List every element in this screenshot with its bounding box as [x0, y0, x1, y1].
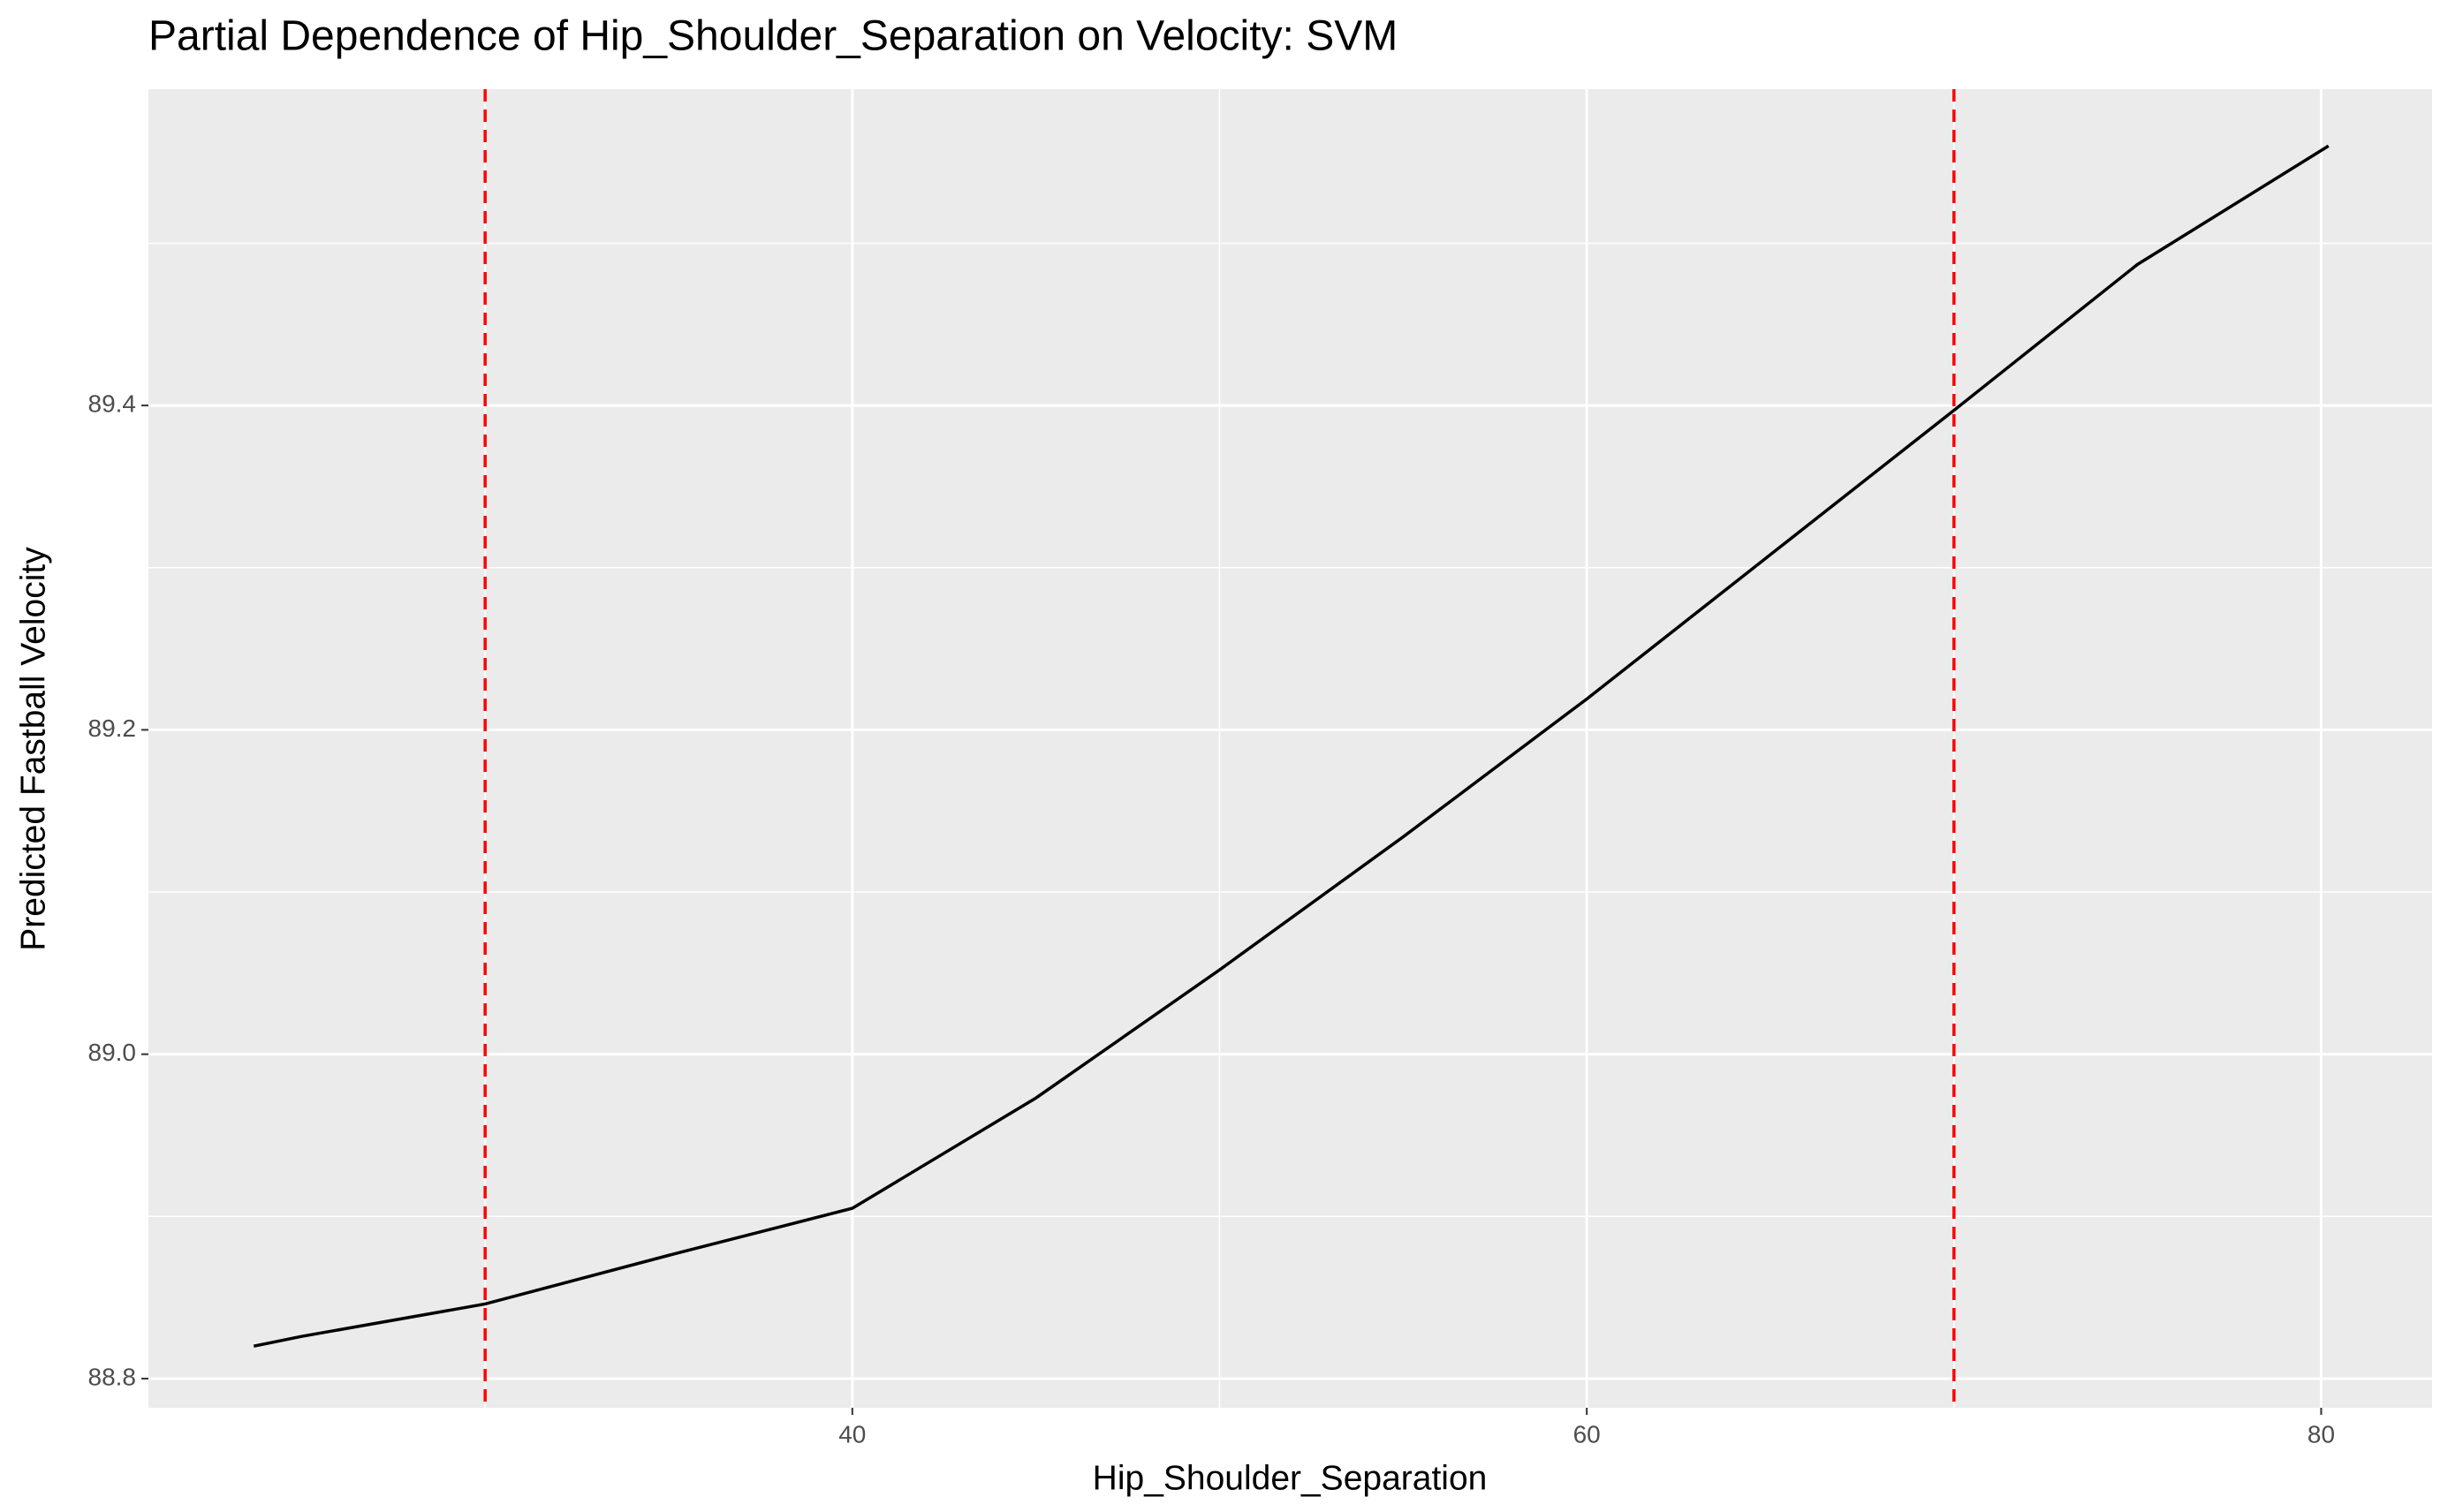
- chart-title: Partial Dependence of Hip_Shoulder_Separ…: [148, 13, 1398, 60]
- y-tick-label: 89.0: [88, 1039, 137, 1066]
- x-tick-label: 60: [1573, 1420, 1601, 1448]
- y-axis-title: Predicted Fastball Velocity: [14, 547, 52, 951]
- x-tick-label: 40: [838, 1420, 866, 1448]
- y-tick-label: 89.4: [88, 389, 137, 417]
- line: [253, 144, 2330, 1348]
- y-tick-label: 89.2: [88, 714, 137, 742]
- x-tick-label: 80: [2307, 1420, 2335, 1448]
- y-tick-label: 88.8: [88, 1363, 137, 1390]
- x-axis-title: Hip_Shoulder_Separation: [1093, 1459, 1488, 1497]
- plot-panel: [148, 89, 2432, 1408]
